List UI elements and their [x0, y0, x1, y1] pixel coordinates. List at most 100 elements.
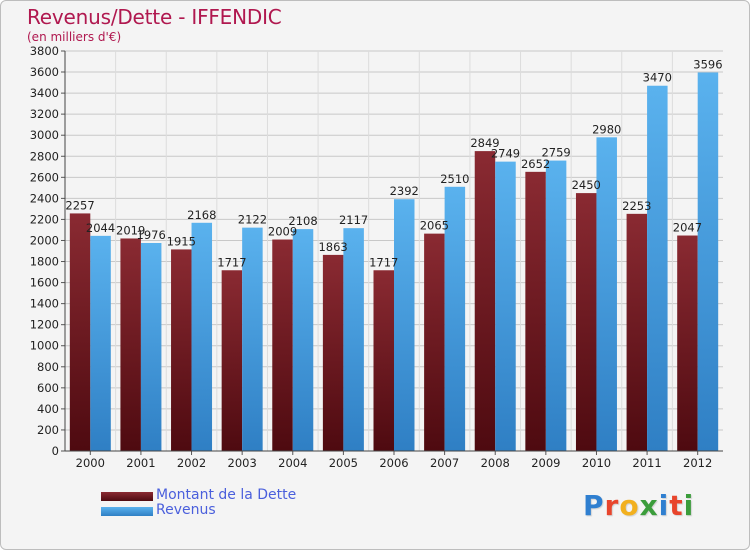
bar-dette-2012	[677, 235, 698, 451]
data-label-dette-2000: 2257	[65, 198, 94, 212]
tick-label-y-2400: 2400	[30, 191, 59, 205]
data-label-dette-2009: 2652	[521, 157, 550, 171]
legend-swatch-revenus	[101, 507, 153, 516]
bar-revenus-2007	[444, 186, 466, 451]
tick-label-y-2200: 2200	[30, 212, 59, 226]
data-label-dette-2003: 1717	[217, 255, 246, 269]
bar-revenus-2005	[343, 228, 364, 451]
bar-dette-2001	[120, 238, 141, 451]
legend-label-dette: Montant de la Dette	[156, 487, 297, 503]
tick-label-y-3800: 3800	[30, 44, 59, 58]
bar-revenus-2009	[545, 160, 567, 451]
data-label-revenus-2008: 2749	[491, 147, 520, 161]
tick-label-y-400: 400	[37, 402, 59, 416]
tick-label-x-2011: 2011	[632, 456, 661, 470]
chart-title: Revenus/Dette - IFFENDIC	[27, 5, 282, 29]
data-label-revenus-2000: 2044	[86, 221, 115, 235]
tick-label-x-2000: 2000	[76, 456, 105, 470]
bar-dette-2004	[272, 239, 293, 451]
bar-dette-2000	[69, 213, 91, 451]
tick-label-y-0: 0	[52, 444, 59, 458]
logo-letter-1: r	[604, 489, 620, 522]
legend-swatch-dette	[101, 492, 153, 501]
bar-dette-2007	[424, 233, 445, 451]
chart-subtitle: (en milliers d'€)	[27, 30, 122, 44]
bar-dette-2008	[474, 151, 496, 451]
bar-revenus-2002	[191, 222, 213, 451]
data-label-dette-2012: 2047	[673, 221, 702, 235]
bar-dette-2002	[171, 249, 192, 451]
tick-label-x-2008: 2008	[481, 456, 510, 470]
data-label-revenus-2011: 3470	[643, 71, 672, 85]
tick-label-y-3600: 3600	[30, 65, 59, 79]
tick-label-x-2012: 2012	[683, 456, 712, 470]
tick-label-y-2600: 2600	[30, 170, 59, 184]
tick-label-x-2003: 2003	[228, 456, 257, 470]
data-label-revenus-2007: 2510	[440, 172, 469, 186]
tick-label-y-2800: 2800	[30, 149, 59, 163]
logo-letter-2: o	[619, 489, 640, 522]
data-label-revenus-2009: 2759	[541, 146, 570, 160]
bar-revenus-2003	[242, 227, 263, 451]
data-label-revenus-2004: 2108	[288, 214, 317, 228]
data-label-revenus-2005: 2117	[339, 213, 368, 227]
bar-dette-2003	[221, 270, 243, 451]
bar-revenus-2004	[292, 229, 314, 451]
tick-label-x-2001: 2001	[126, 456, 155, 470]
tick-label-y-1600: 1600	[30, 276, 59, 290]
logo-letter-4: i	[658, 489, 670, 522]
tick-label-y-800: 800	[37, 360, 59, 374]
logo-letter-3: x	[639, 489, 659, 522]
data-label-dette-2010: 2450	[572, 178, 601, 192]
data-label-revenus-2002: 2168	[187, 208, 216, 222]
data-label-dette-2004: 2009	[268, 225, 297, 239]
proxiti-logo: Proxiti	[583, 489, 694, 522]
data-label-revenus-2012: 3596	[693, 57, 722, 71]
tick-label-x-2010: 2010	[582, 456, 611, 470]
bar-revenus-2012	[697, 72, 719, 451]
data-label-dette-2008: 2849	[470, 136, 499, 150]
tick-label-y-200: 200	[37, 423, 59, 437]
legend-label-revenus: Revenus	[156, 502, 216, 518]
bar-revenus-2006	[394, 199, 415, 451]
data-label-revenus-2003: 2122	[238, 213, 267, 227]
tick-label-x-2009: 2009	[531, 456, 560, 470]
bar-dette-2010	[575, 193, 597, 451]
bar-dette-2006	[373, 270, 394, 451]
logo-letter-6: i	[683, 489, 695, 522]
tick-label-y-2000: 2000	[30, 233, 59, 247]
bar-dette-2011	[626, 213, 648, 451]
data-label-revenus-2006: 2392	[390, 184, 419, 198]
tick-label-y-1000: 1000	[30, 339, 59, 353]
tick-label-y-600: 600	[37, 381, 59, 395]
tick-label-x-2007: 2007	[430, 456, 459, 470]
data-label-revenus-2001: 1976	[137, 228, 166, 242]
bar-dette-2009	[525, 171, 546, 451]
tick-label-x-2004: 2004	[278, 456, 307, 470]
bar-revenus-2008	[495, 161, 516, 451]
tick-label-y-1800: 1800	[30, 255, 59, 269]
bar-revenus-2001	[140, 243, 162, 451]
bar-dette-2005	[322, 254, 344, 451]
data-label-dette-2005: 1863	[318, 240, 347, 254]
data-label-dette-2001: 2019	[116, 223, 145, 237]
data-label-dette-2002: 1915	[167, 234, 196, 248]
tick-label-x-2006: 2006	[379, 456, 408, 470]
logo-letter-0: P	[583, 489, 605, 522]
data-label-dette-2011: 2253	[622, 199, 651, 213]
tick-label-y-1200: 1200	[30, 318, 59, 332]
bar-revenus-2000	[90, 235, 111, 451]
tick-label-x-2005: 2005	[329, 456, 358, 470]
tick-label-y-3000: 3000	[30, 128, 59, 142]
bar-revenus-2010	[596, 137, 617, 451]
data-label-dette-2007: 2065	[420, 219, 449, 233]
tick-label-y-3200: 3200	[30, 107, 59, 121]
tick-label-y-1400: 1400	[30, 297, 59, 311]
tick-label-x-2002: 2002	[177, 456, 206, 470]
logo-letter-5: t	[669, 489, 684, 522]
tick-label-y-3400: 3400	[30, 86, 59, 100]
data-label-revenus-2010: 2980	[592, 122, 621, 136]
bar-revenus-2011	[647, 85, 668, 451]
